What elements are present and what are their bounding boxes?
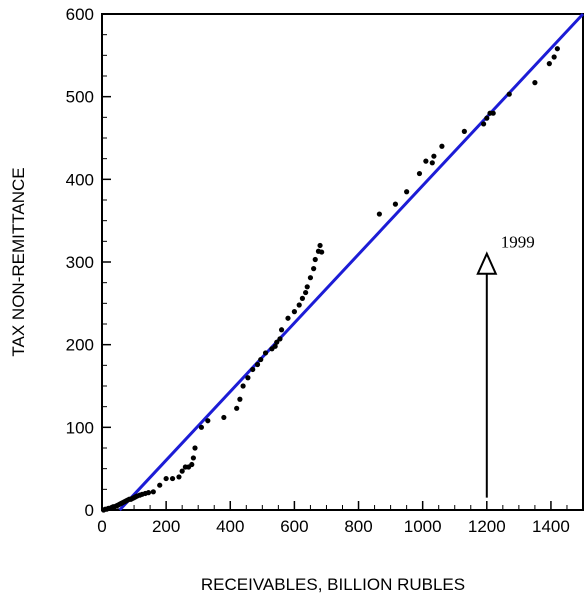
data-point (490, 110, 496, 116)
data-point (439, 143, 445, 149)
data-point (506, 91, 512, 97)
x-axis-ticks: 0 200 400 600 800 1000 1200 1400 (97, 501, 570, 536)
data-point (150, 489, 156, 495)
data-point (392, 201, 399, 207)
data-point (163, 475, 169, 482)
data-point (198, 424, 205, 430)
data-point (311, 266, 317, 272)
y-tick-label: 100 (66, 418, 94, 437)
x-tick-label: 200 (152, 517, 180, 536)
data-point (254, 361, 261, 368)
data-point (303, 289, 309, 296)
y-tick-label: 600 (66, 5, 94, 24)
data-point (245, 375, 251, 381)
data-point (429, 160, 435, 166)
data-point (278, 327, 285, 333)
data-point (169, 475, 176, 482)
data-point (299, 295, 306, 301)
data-point (157, 482, 163, 488)
data-point (272, 343, 278, 349)
data-point (274, 339, 280, 345)
data-point (554, 46, 560, 52)
plot-frame (101, 13, 584, 511)
plot-border (101, 13, 584, 511)
data-point (296, 302, 302, 308)
data-point (404, 189, 410, 195)
data-point (190, 455, 196, 461)
y-axis-ticks: 0 100 200 300 400 500 600 (66, 5, 111, 520)
data-point (205, 418, 211, 424)
annotation-group: 1999 (476, 233, 535, 498)
data-point (461, 128, 467, 134)
data-point (145, 490, 152, 496)
data-point (319, 249, 325, 255)
data-point (234, 405, 240, 411)
data-point (221, 414, 227, 421)
y-tick-label: 400 (66, 170, 94, 189)
x-tick-label: 0 (97, 517, 106, 536)
data-point (192, 445, 198, 451)
data-points (101, 46, 560, 513)
x-tick-label: 400 (216, 517, 244, 536)
data-point (416, 170, 423, 177)
y-tick-label: 500 (66, 88, 94, 107)
annotation-arrow-head (476, 251, 498, 275)
data-point (285, 315, 291, 321)
data-point (240, 383, 246, 389)
data-point (291, 309, 297, 315)
data-point (551, 54, 557, 60)
data-point (250, 366, 256, 373)
data-point (277, 336, 283, 342)
x-tick-label: 600 (280, 517, 308, 536)
fit-line-group (118, 12, 585, 512)
y-tick-label: 300 (66, 253, 94, 272)
data-point (176, 474, 182, 480)
x-axis-title: RECEIVABLES, BILLION RUBLES (201, 575, 465, 594)
x-tick-label: 1200 (468, 517, 506, 536)
data-point (189, 461, 195, 468)
x-tick-label: 800 (344, 517, 372, 536)
data-point (262, 350, 269, 356)
data-point (307, 275, 314, 281)
data-point (258, 356, 264, 363)
data-point (179, 468, 185, 474)
data-point (480, 121, 487, 127)
data-point (532, 80, 538, 86)
data-point (546, 61, 552, 67)
x-tick-label: 1000 (404, 517, 442, 536)
data-point (237, 396, 243, 402)
x-tick-label: 1400 (532, 517, 570, 536)
annotation-label: 1999 (501, 233, 535, 252)
data-point (484, 115, 490, 121)
data-point (312, 256, 318, 263)
y-axis-title: TAX NON-REMITTANCE (9, 167, 28, 356)
fit-line (118, 12, 585, 512)
y-tick-label: 0 (85, 501, 94, 520)
data-point (431, 153, 437, 159)
data-point (317, 242, 323, 249)
data-point (423, 158, 429, 164)
data-point (376, 211, 382, 217)
y-tick-label: 200 (66, 336, 94, 355)
data-point (304, 284, 310, 290)
